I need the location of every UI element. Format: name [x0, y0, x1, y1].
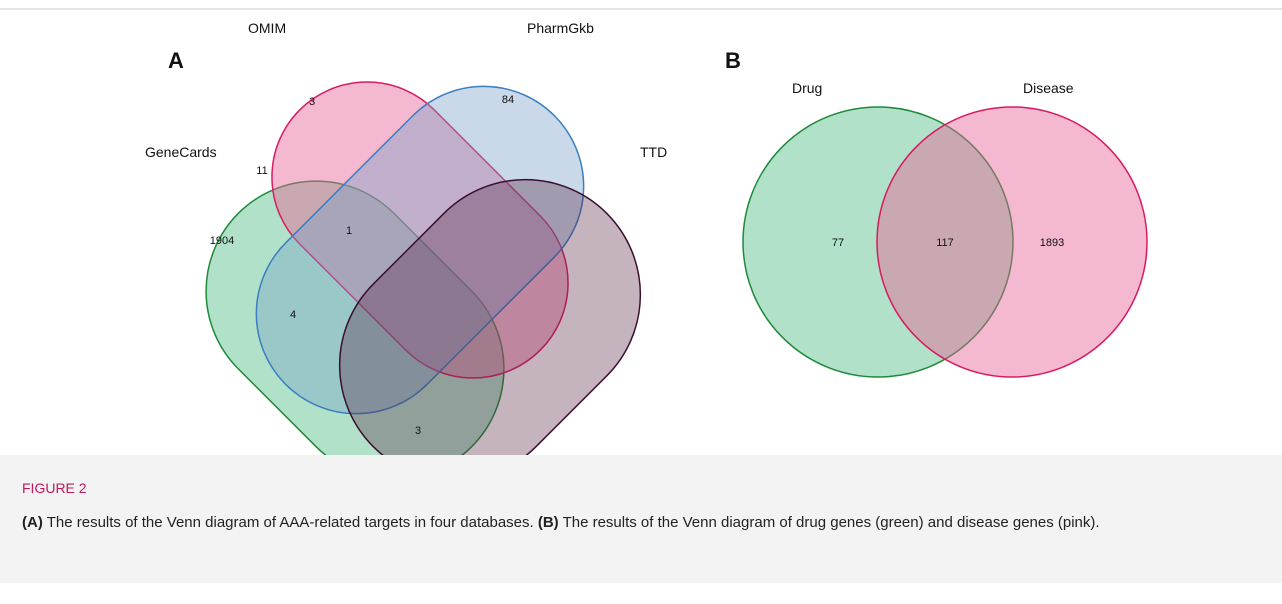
region-count: 77 [832, 237, 844, 249]
set-genecards [205, 180, 505, 455]
caption-box: FIGURE 2 (A) The results of the Venn dia… [0, 455, 1282, 583]
region-count: 4 [290, 309, 296, 321]
set-label: Disease [1023, 80, 1074, 96]
caption-label: (B) [537, 514, 559, 531]
set-label: OMIM [248, 20, 286, 36]
set-omim [271, 81, 569, 379]
set-label: TTD [640, 144, 667, 160]
region-count: 1904 [210, 235, 234, 247]
caption-text: (A) The results of the Venn diagram of A… [22, 512, 1242, 534]
panel-label: B [725, 48, 741, 73]
set-label: PharmGkb [527, 20, 594, 36]
set-label: Drug [792, 80, 822, 96]
region-count: 84 [502, 94, 514, 106]
region-count: 3 [415, 425, 421, 437]
caption-part: The results of the Venn diagram of drug … [558, 514, 1100, 531]
venn-figure: A OMIM PharmGkb GeneCards TTD 3 84 11 19… [0, 8, 1282, 455]
set-disease [876, 106, 1148, 378]
region-count: 3 [309, 96, 315, 108]
region-count: 11 [256, 165, 267, 177]
venn-a: A OMIM PharmGkb GeneCards TTD 3 84 11 19… [145, 20, 667, 455]
caption-part: The results of the Venn diagram of AAA-r… [42, 514, 538, 531]
region-count: 1 [346, 225, 352, 237]
caption-label: (A) [22, 514, 43, 531]
set-ttd [338, 178, 642, 455]
region-count: 1893 [1040, 237, 1064, 249]
set-label: GeneCards [145, 144, 217, 160]
region-count: 117 [936, 237, 954, 249]
set-drug [742, 106, 1014, 378]
set-pharmgkb [255, 85, 585, 415]
panel-label: A [168, 48, 184, 73]
figure-number: FIGURE 2 [22, 480, 87, 496]
venn-b: B Drug Disease 77 117 1893 [725, 48, 1148, 378]
